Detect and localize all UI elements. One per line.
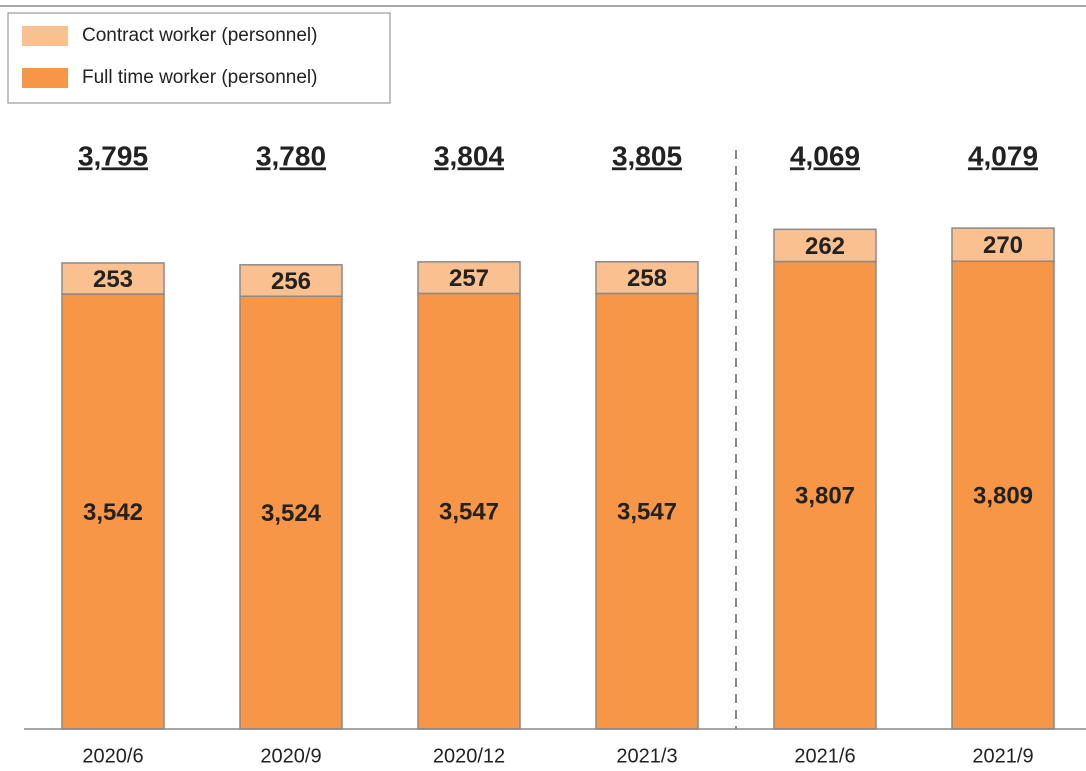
bar-segment (239, 295, 343, 730)
bar-segment (417, 261, 521, 295)
total-label: 4,079 (968, 140, 1038, 171)
bar-segment (595, 292, 699, 730)
bar-segment (239, 264, 343, 298)
total-label: 3,804 (434, 140, 504, 171)
value-label: 262 (805, 233, 845, 260)
total-label: 3,780 (256, 140, 326, 171)
bar-segment (951, 260, 1055, 730)
total-label: 3,795 (78, 140, 148, 171)
x-tick-label: 2020/6 (82, 745, 143, 767)
value-label: 257 (449, 265, 489, 292)
x-tick-label: 2021/3 (616, 745, 677, 767)
bar-segment (61, 262, 165, 295)
bar-segment (951, 227, 1055, 263)
value-label: 256 (271, 268, 311, 295)
legend-swatch (22, 26, 68, 46)
bar-segment (417, 292, 521, 730)
value-label: 253 (93, 266, 133, 293)
value-label: 3,542 (83, 499, 143, 526)
value-label: 3,807 (795, 483, 855, 510)
bar-segment (595, 260, 699, 295)
x-tick-label: 2020/9 (260, 745, 321, 767)
value-label: 3,547 (439, 499, 499, 526)
x-tick-label: 2021/9 (972, 745, 1033, 767)
total-label: 3,805 (612, 140, 682, 171)
bar-segment (773, 260, 877, 730)
total-label: 4,069 (790, 140, 860, 171)
legend-box (7, 12, 391, 104)
value-label: 270 (983, 232, 1023, 259)
value-label: 3,524 (261, 500, 322, 527)
bar-segment (773, 228, 877, 263)
value-label: 3,809 (973, 482, 1033, 509)
x-tick-label: 2020/12 (433, 745, 505, 767)
x-tick-label: 2021/6 (794, 745, 855, 767)
legend-swatch (22, 68, 68, 88)
value-label: 258 (627, 265, 667, 292)
bar-segment (61, 293, 165, 730)
legend-label: Contract worker (personnel) (82, 25, 317, 46)
legend-label: Full time worker (personnel) (82, 67, 317, 88)
value-label: 3,547 (617, 499, 677, 526)
